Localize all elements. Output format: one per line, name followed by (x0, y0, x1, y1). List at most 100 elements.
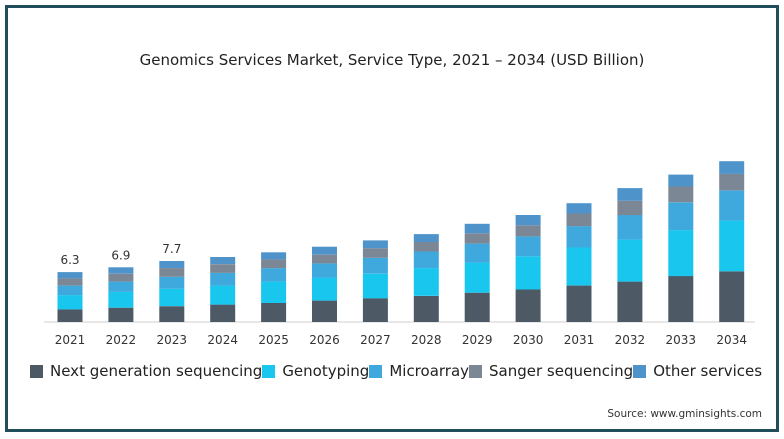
chart-frame (5, 5, 779, 432)
bar-segment-2029-2 (464, 243, 490, 263)
x-tick-label: 2021 (55, 333, 86, 347)
bar-segment-2030-1 (515, 256, 541, 290)
legend-item: Microarray (369, 362, 469, 380)
bar-segment-2025-3 (261, 259, 287, 269)
bar-segment-2032-2 (617, 215, 643, 240)
bar-segment-2023-3 (159, 268, 185, 277)
bar-segment-2024-1 (210, 285, 236, 305)
chart-title: Genomics Services Market, Service Type, … (139, 51, 645, 69)
legend-item: Genotyping (262, 362, 369, 380)
bar-segment-2023-0 (159, 306, 185, 322)
bar-segment-2026-4 (312, 246, 337, 255)
bar-segment-2034-4 (719, 161, 745, 174)
x-tick-label: 2031 (564, 333, 595, 347)
bar-segment-2023-1 (159, 288, 185, 307)
bar-segment-2022-3 (108, 273, 134, 282)
x-tick-label: 2026 (309, 333, 340, 347)
bar-segment-2024-0 (210, 304, 236, 322)
legend-swatch (633, 364, 647, 378)
bar-segment-2026-3 (312, 254, 337, 264)
bar-segment-2029-4 (464, 223, 490, 234)
bar-segment-2030-0 (515, 289, 541, 322)
bar-segment-2021-0 (57, 309, 83, 322)
bar-segment-2024-2 (210, 272, 236, 286)
bar-segment-2033-0 (668, 276, 694, 322)
bar-segment-2021-3 (57, 278, 83, 286)
bar-segment-2031-3 (566, 213, 592, 227)
bar-segment-2027-1 (362, 273, 388, 299)
bar-segment-2034-0 (719, 271, 745, 322)
bar-segment-2028-2 (413, 251, 439, 269)
legend-label: Sanger sequencing (489, 362, 634, 380)
bar-segment-2027-4 (362, 240, 388, 249)
bar-segment-2027-2 (362, 257, 388, 274)
x-tick-label: 2027 (360, 333, 391, 347)
legend-label: Next generation sequencing (50, 362, 263, 380)
legend-item: Next generation sequencing (30, 362, 262, 380)
bar-segment-2034-1 (719, 220, 745, 272)
bar-segment-2021-2 (57, 285, 83, 296)
legend-label: Other services (653, 362, 763, 380)
bar-segment-2023-4 (159, 261, 185, 269)
x-tick-label: 2025 (258, 333, 289, 347)
bar-segment-2026-1 (312, 277, 337, 301)
data-label: 7.7 (162, 242, 181, 256)
legend-item: Sanger sequencing (469, 362, 633, 380)
x-tick-label: 2032 (615, 333, 646, 347)
bar-segment-2031-4 (566, 203, 592, 214)
x-tick-label: 2024 (207, 333, 238, 347)
bar-segment-2022-1 (108, 291, 134, 308)
legend-item: Other services (633, 362, 762, 380)
bar-segment-2031-0 (566, 285, 592, 322)
bar-segment-2027-0 (362, 298, 388, 322)
bar-segment-2033-3 (668, 186, 694, 203)
bar-segment-2022-4 (108, 267, 134, 274)
bar-segment-2024-3 (210, 264, 236, 273)
bar-segment-2032-4 (617, 188, 643, 201)
bar-segment-2033-1 (668, 230, 694, 277)
bar-segment-2029-0 (464, 292, 490, 322)
bar-segment-2028-4 (413, 234, 439, 242)
bar-segment-2030-2 (515, 236, 541, 257)
bar-segment-2034-2 (719, 190, 745, 221)
source-note: Source: www.gminsights.com (607, 408, 762, 420)
bar-segment-2024-4 (210, 257, 236, 265)
bar-segment-2022-0 (108, 307, 134, 322)
data-label: 6.9 (111, 248, 130, 262)
bar-segment-2026-0 (312, 300, 337, 322)
bar-segment-2033-4 (668, 174, 694, 187)
bar-segment-2031-1 (566, 247, 592, 286)
bar-segment-2021-1 (57, 295, 83, 310)
x-tick-label: 2030 (513, 333, 544, 347)
bar-segment-2023-2 (159, 276, 185, 289)
bar-segment-2021-4 (57, 272, 83, 279)
bar-segment-2033-2 (668, 202, 694, 231)
legend-label: Genotyping (282, 362, 370, 380)
bar-segment-2027-3 (362, 248, 388, 258)
bar-segment-2030-4 (515, 215, 541, 226)
data-label: 6.3 (60, 253, 79, 267)
bar-segment-2028-0 (413, 295, 439, 322)
x-tick-label: 2029 (462, 333, 493, 347)
bar-segment-2029-3 (464, 233, 490, 244)
bar-segment-2025-4 (261, 252, 287, 260)
bar-segment-2034-3 (719, 173, 745, 191)
bar-segment-2029-1 (464, 262, 490, 293)
bar-segment-2028-1 (413, 268, 439, 296)
bar-segment-2032-3 (617, 200, 643, 216)
bar-segment-2025-1 (261, 281, 287, 303)
bar-segment-2030-3 (515, 225, 541, 237)
bar-segment-2031-2 (566, 226, 592, 248)
x-tick-label: 2033 (666, 333, 697, 347)
legend-swatch (30, 364, 43, 378)
bar-segment-2025-0 (261, 303, 287, 322)
legend-label: Microarray (389, 362, 470, 380)
x-tick-label: 2034 (716, 333, 747, 347)
bar-segment-2032-1 (617, 239, 643, 282)
chart-legend: Next generation sequencing Genotyping Micr… (30, 362, 762, 380)
legend-swatch (262, 364, 276, 378)
legend-swatch (469, 364, 483, 378)
bar-segment-2022-2 (108, 281, 134, 292)
bar-segment-2025-2 (261, 268, 287, 282)
